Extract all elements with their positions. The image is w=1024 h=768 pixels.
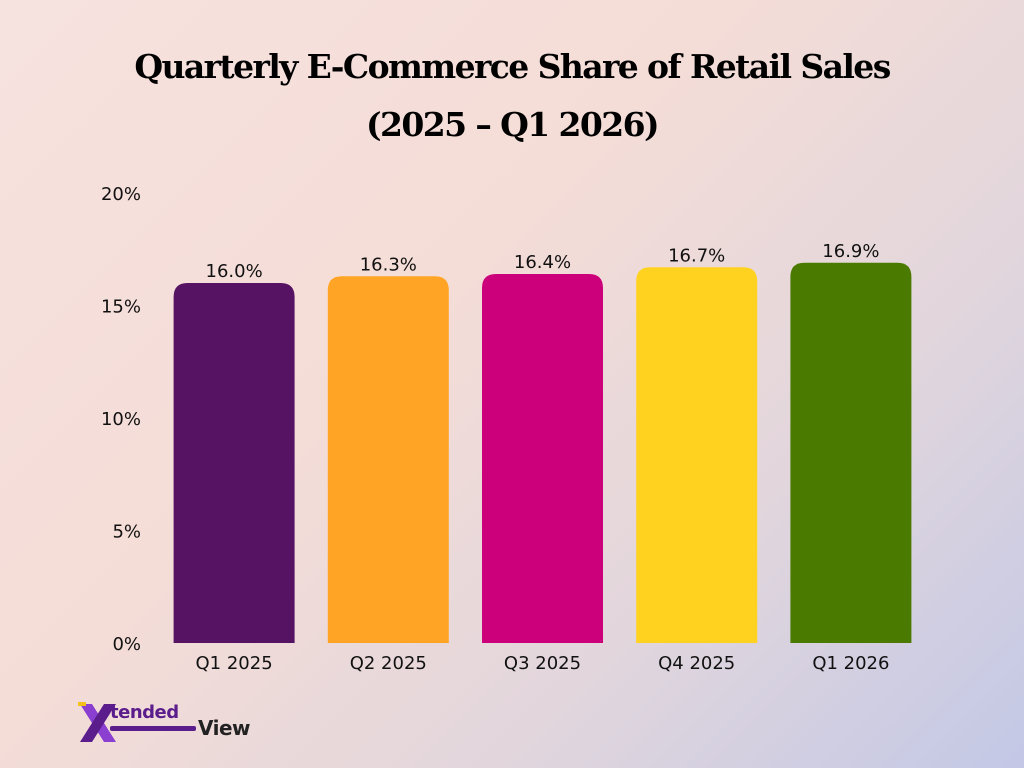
x-tick-label: Q4 2025 [658, 653, 735, 674]
logo-word-tended: tended [110, 702, 179, 723]
bar-chart: 0%5%10%15%20% 16.0% 16.3% 16.4% 16.7% 16.9% … [101, 184, 912, 674]
x-tick-label: Q1 2026 [812, 653, 889, 674]
y-tick-label: 20% [101, 184, 141, 205]
x-axis: Q1 2025 Q2 2025 Q3 2025 Q4 2025 Q1 2026 [196, 653, 890, 674]
x-tick-label: Q3 2025 [504, 653, 581, 674]
chart-title-line1: Quarterly E-Commerce Share of Retail Sal… [134, 47, 891, 86]
data-label: 16.7% [668, 245, 725, 266]
chart-title: Quarterly E-Commerce Share of Retail Sal… [62, 38, 962, 154]
bars-group: 16.0% 16.3% 16.4% 16.7% 16.9% [173, 241, 912, 643]
x-logo-icon [78, 702, 116, 742]
bar [173, 283, 295, 643]
chart-title-line2: (2025 – Q1 2026) [366, 105, 660, 144]
y-tick-label: 10% [101, 409, 141, 430]
data-label: 16.9% [822, 241, 879, 262]
bar [482, 274, 603, 643]
bar [327, 276, 449, 643]
bar [790, 262, 912, 643]
data-label: 16.3% [360, 254, 417, 275]
y-tick-label: 5% [112, 522, 141, 543]
bar [636, 267, 758, 643]
data-label: 16.0% [206, 261, 263, 282]
x-tick-label: Q1 2025 [196, 653, 273, 674]
y-tick-label: 15% [101, 297, 141, 318]
y-axis: 0% 5% 10% 15% 20% [101, 184, 141, 655]
brand-logo: tended View [76, 700, 276, 748]
logo-underline [110, 726, 196, 731]
data-label: 16.4% [514, 252, 571, 273]
logo-word-view: View [198, 716, 251, 740]
x-tick-label: Q2 2025 [350, 653, 427, 674]
y-tick-label: 0% [112, 634, 141, 655]
